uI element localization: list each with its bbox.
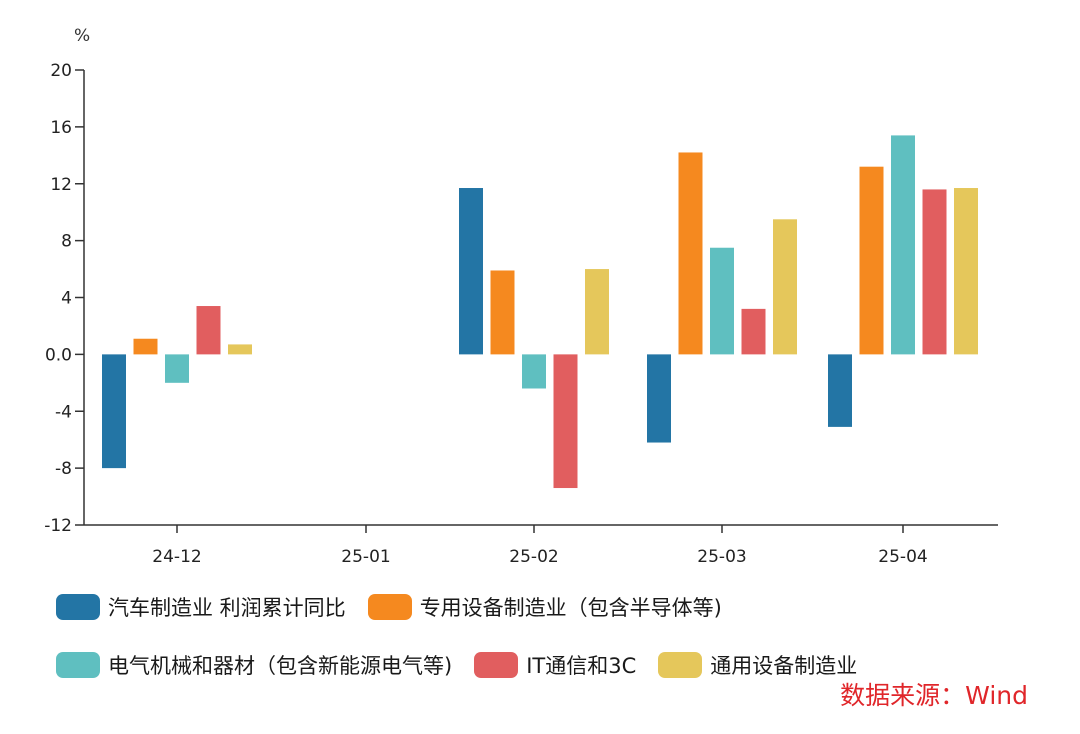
- x-tick-label: 25-03: [697, 547, 746, 567]
- legend-swatch-it-3c: [474, 652, 519, 678]
- legend: 汽车制造业 利润累计同比 专用设备制造业（包含半导体等) 电气机械和器材（包含新…: [56, 588, 1056, 704]
- y-tick-label: -4: [55, 402, 72, 422]
- bar: [165, 354, 189, 383]
- legend-row: 汽车制造业 利润累计同比 专用设备制造业（包含半导体等): [56, 588, 1056, 626]
- y-tick-label: 16: [50, 118, 72, 138]
- y-tick-label: -12: [44, 516, 72, 536]
- x-axis: 24-12 25-01 25-02 25-03 25-04: [84, 524, 998, 567]
- legend-swatch-electrical: [56, 652, 100, 678]
- bar: [102, 354, 126, 469]
- data-source-note: 数据来源：Wind: [840, 681, 1028, 710]
- bars: [102, 135, 978, 489]
- bar: [228, 344, 252, 355]
- legend-label-auto: 汽车制造业 利润累计同比: [108, 596, 346, 620]
- bar: [678, 152, 703, 355]
- legend-item-it-3c: IT通信和3C: [474, 650, 636, 680]
- legend-row: 电气机械和器材（包含新能源电气等) IT通信和3C 通用设备制造业: [56, 646, 1056, 684]
- legend-label-special-equipment: 专用设备制造业（包含半导体等): [419, 596, 722, 620]
- bar: [891, 135, 915, 355]
- legend-swatch-general-equipment: [658, 652, 703, 678]
- bar: [922, 189, 947, 355]
- bar: [133, 338, 158, 355]
- legend-item-special-equipment: 专用设备制造业（包含半导体等): [367, 592, 722, 622]
- legend-item-general-equipment: 通用设备制造业: [658, 650, 857, 680]
- bar: [647, 354, 671, 443]
- bar: [490, 270, 515, 355]
- y-tick-label: 12: [50, 175, 72, 195]
- x-tick-label: 25-02: [509, 547, 558, 567]
- y-axis-unit-label: %: [74, 26, 90, 46]
- bar: [954, 188, 978, 355]
- bar-chart: % 20 16 12 8 4 0.0 -4 -8 -12 24-12 25-01 25-02 25-0…: [44, 26, 998, 567]
- bar: [196, 306, 221, 355]
- y-tick-label: -8: [55, 459, 72, 479]
- bar: [585, 269, 609, 355]
- legend-swatch-auto: [56, 594, 100, 620]
- bar: [553, 354, 578, 489]
- legend-item-auto: 汽车制造业 利润累计同比: [56, 592, 346, 622]
- legend-label-electrical: 电气机械和器材（包含新能源电气等): [108, 654, 453, 678]
- bar: [773, 219, 797, 355]
- bar: [459, 188, 483, 355]
- y-tick-label: 4: [61, 289, 72, 309]
- bar: [522, 354, 546, 389]
- y-tick-label: 0.0: [45, 345, 72, 365]
- legend-swatch-special-equipment: [367, 594, 412, 620]
- legend-label-it-3c: IT通信和3C: [526, 654, 637, 678]
- bar: [828, 354, 852, 427]
- y-tick-label: 8: [61, 232, 72, 252]
- bar: [741, 308, 766, 355]
- y-axis: 20 16 12 8 4 0.0 -4 -8 -12: [44, 61, 85, 536]
- y-tick-label: 20: [50, 61, 72, 81]
- x-tick-label: 25-01: [341, 547, 390, 567]
- x-tick-label: 24-12: [152, 547, 201, 567]
- bar: [859, 166, 884, 355]
- x-tick-label: 25-04: [878, 547, 927, 567]
- legend-item-electrical: 电气机械和器材（包含新能源电气等): [56, 650, 452, 680]
- bar: [710, 247, 734, 355]
- legend-label-general-equipment: 通用设备制造业: [710, 654, 858, 678]
